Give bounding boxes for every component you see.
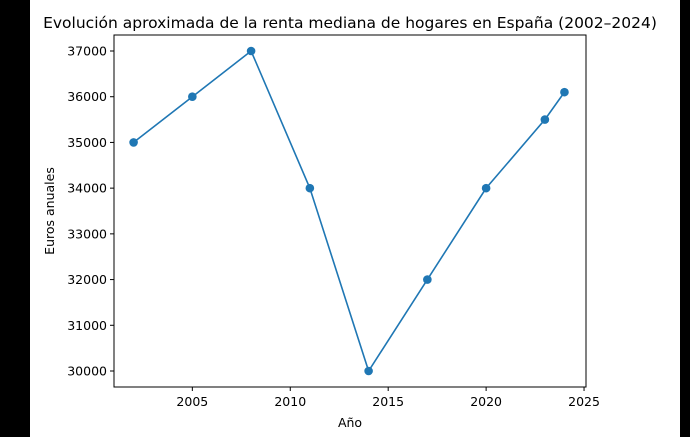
x-tick-label: 2025 — [568, 394, 600, 409]
x-axis: 2005 2010 2015 2020 2025 — [176, 387, 600, 409]
data-point — [246, 46, 256, 56]
data-point — [540, 115, 550, 124]
data-point — [305, 183, 315, 193]
y-tick-label: 34000 — [67, 181, 107, 196]
y-axis: 30000 31000 32000 33000 34000 35000 36000 37000 — [67, 44, 114, 379]
plot-area — [113, 34, 587, 388]
y-tick-label: 35000 — [67, 135, 107, 150]
y-tick-label: 30000 — [67, 364, 107, 379]
x-axis-label: Año — [338, 415, 362, 430]
data-point — [188, 92, 197, 102]
y-axis-label: Euros anuales — [42, 167, 57, 255]
y-tick-label: 31000 — [67, 318, 107, 333]
data-point — [560, 87, 569, 97]
y-tick-label: 32000 — [67, 272, 107, 287]
series-line — [133, 49, 566, 373]
y-tick-label: 33000 — [67, 226, 107, 241]
x-tick-label: 2020 — [470, 394, 502, 409]
chart-title: Evolución aproximada de la renta mediana… — [43, 14, 657, 32]
y-tick-label: 37000 — [67, 44, 107, 59]
data-point — [129, 138, 138, 147]
line-chart: Evolución aproximada de la renta mediana… — [42, 14, 657, 430]
data-point — [364, 366, 373, 376]
chart-figure: Evolución aproximada de la renta mediana… — [30, 0, 680, 437]
data-point — [423, 275, 432, 284]
y-tick-label: 36000 — [67, 89, 107, 104]
series-group — [129, 46, 569, 376]
data-point — [481, 183, 491, 193]
x-tick-label: 2005 — [176, 394, 208, 409]
x-tick-label: 2010 — [274, 394, 306, 409]
x-tick-label: 2015 — [372, 394, 404, 409]
